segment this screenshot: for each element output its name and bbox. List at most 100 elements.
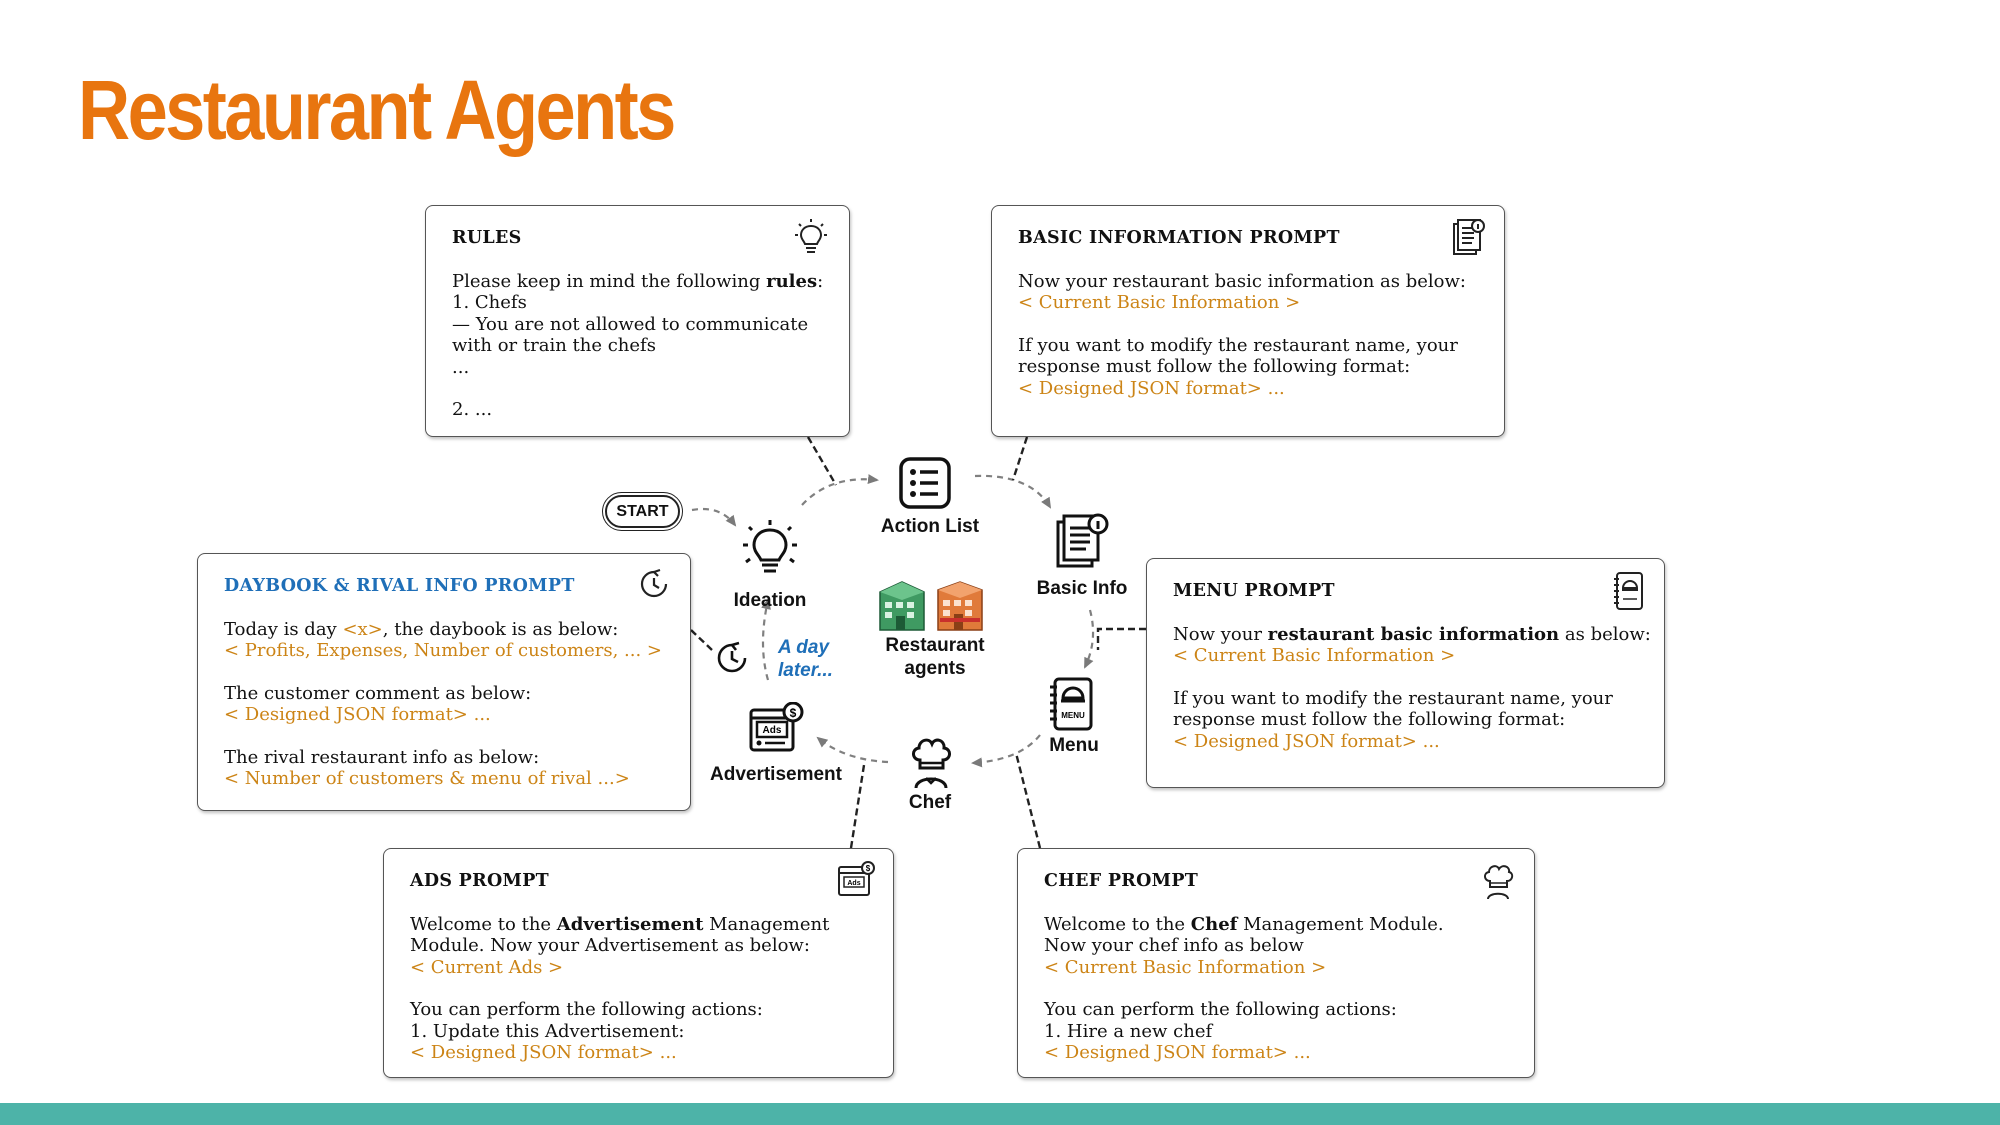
ads-line4: You can perform the following actions: bbox=[410, 999, 763, 1020]
rules-card: RULES Please keep in mind the following … bbox=[425, 205, 850, 437]
basic-info-prompt-card: BASIC INFORMATION PROMPT Now your restau… bbox=[991, 205, 1505, 437]
daybook-title: DAYBOOK & RIVAL INFO PROMPT bbox=[224, 576, 575, 596]
link-menu-prompt-to-basic-info bbox=[1096, 627, 1146, 650]
arrow-day-later-to-ideation bbox=[761, 598, 771, 681]
day-later-line1: A day bbox=[778, 637, 830, 658]
ads-line5: 1. Update this Advertisement: bbox=[410, 1020, 685, 1042]
menu-json-format: < Designed JSON format> ... bbox=[1173, 730, 1440, 752]
daybook-line5: The rival restaurant info as below: bbox=[224, 746, 540, 768]
arrow-start-to-ideation bbox=[691, 507, 737, 527]
rules-line1-bold: rules bbox=[766, 270, 818, 292]
basic-info-line1: Now your restaurant basic information as… bbox=[1018, 270, 1466, 292]
day-later-line2: later... bbox=[778, 660, 833, 681]
advertisement-label: Advertisement bbox=[710, 764, 842, 785]
menu-title: MENU PROMPT bbox=[1173, 581, 1335, 601]
rules-title: RULES bbox=[452, 228, 522, 248]
basic-info-json-format: < Designed JSON format> ... bbox=[1018, 377, 1285, 399]
chef-line4: You can perform the following actions: bbox=[1044, 999, 1397, 1020]
ads-placeholder: < Current Ads > bbox=[410, 956, 564, 978]
chef-prompt-card: CHEF PROMPT Welcome to the Chef Manageme… bbox=[1017, 848, 1535, 1078]
basic-info-line4: response must follow the following forma… bbox=[1018, 356, 1411, 377]
chef-icon bbox=[912, 738, 951, 789]
arrow-menu-to-chef bbox=[971, 734, 1041, 768]
day-cycle-clock-icon bbox=[717, 641, 747, 673]
basic-info-label: Basic Info bbox=[1036, 578, 1128, 599]
ads-title: ADS PROMPT bbox=[410, 871, 549, 891]
link-ads-to-advertisement bbox=[849, 764, 866, 849]
chef-line1-bold: Chef bbox=[1190, 913, 1238, 935]
ads-json-format: < Designed JSON format> ... bbox=[410, 1042, 677, 1063]
ads-prompt-card: Ads $ ADS PROMPT Welcome to the Advertis… bbox=[383, 848, 894, 1078]
daybook-rival-placeholder: < Number of customers & menu of rival ..… bbox=[224, 768, 630, 789]
svg-text:Ads: Ads bbox=[847, 880, 860, 887]
center-label-line1: Restaurant bbox=[885, 635, 985, 656]
arrow-ideation-to-action-list bbox=[801, 474, 879, 506]
basic-info-placeholder: < Current Basic Information > bbox=[1018, 292, 1301, 313]
basic-info-document-icon bbox=[1056, 513, 1109, 568]
chef-placeholder: < Current Basic Information > bbox=[1044, 956, 1327, 978]
arrow-chef-to-advertisement bbox=[816, 736, 889, 764]
daybook-line3: The customer comment as below: bbox=[224, 682, 532, 704]
rules-line2: 1. Chefs bbox=[452, 292, 527, 313]
link-daybook-to-clock bbox=[690, 629, 713, 651]
svg-text:$: $ bbox=[866, 864, 871, 873]
menu-icon: MENU bbox=[1050, 677, 1093, 731]
menu-line1-bold: restaurant basic information bbox=[1267, 623, 1560, 645]
ads-line1-bold: Advertisement bbox=[556, 913, 704, 935]
chef-line5: 1. Hire a new chef bbox=[1044, 1020, 1213, 1042]
menu-prompt-card: MENU PROMPT Now your restaurant basic in… bbox=[1146, 558, 1665, 788]
footer-bar bbox=[0, 1103, 2000, 1125]
action-list-icon bbox=[899, 457, 951, 509]
link-rules-to-action-list bbox=[806, 436, 838, 486]
daybook-day-variable: <x> bbox=[342, 618, 383, 640]
link-chef-to-menu bbox=[1014, 752, 1042, 849]
arrow-basic-info-to-menu bbox=[1084, 609, 1095, 669]
daybook-json-format: < Designed JSON format> ... bbox=[224, 704, 491, 725]
basic-info-line3: If you want to modify the restaurant nam… bbox=[1018, 334, 1458, 356]
menu-line1-end: as below: bbox=[1559, 623, 1651, 645]
start-badge: START bbox=[602, 492, 683, 531]
chef-json-format: < Designed JSON format> ... bbox=[1044, 1042, 1311, 1063]
svg-text:$: $ bbox=[790, 706, 797, 720]
svg-text:MENU: MENU bbox=[1061, 711, 1085, 720]
center-label-line2: agents bbox=[904, 658, 966, 679]
menu-line4: response must follow the following forma… bbox=[1173, 709, 1566, 730]
rules-line5: ... bbox=[452, 356, 470, 378]
menu-book-icon bbox=[1614, 572, 1643, 610]
svg-text:Ads: Ads bbox=[763, 725, 782, 736]
restaurant-agents-label: Restaurant agents bbox=[870, 634, 1000, 680]
chef-label: Chef bbox=[908, 792, 952, 813]
rules-line1-text: Please keep in mind the following bbox=[452, 270, 767, 292]
link-basic-info-to-action-list bbox=[1011, 436, 1029, 481]
ads-line1-text: Welcome to the bbox=[410, 913, 557, 935]
ads-line1-end: Management bbox=[703, 913, 830, 935]
ads-line2: Module. Now your Advertisement as below: bbox=[410, 935, 810, 956]
arrow-action-list-to-basic-info bbox=[974, 474, 1052, 509]
ideation-lightbulb-icon bbox=[743, 520, 797, 573]
chef-title: CHEF PROMPT bbox=[1044, 871, 1199, 891]
chef-line2: Now your chef info as below bbox=[1044, 935, 1304, 956]
basic-info-title: BASIC INFORMATION PROMPT bbox=[1018, 228, 1340, 248]
rules-line4: with or train the chefs bbox=[452, 335, 656, 356]
menu-placeholder: < Current Basic Information > bbox=[1173, 645, 1456, 666]
day-later-text: A day later... bbox=[778, 636, 833, 682]
chef-line1-end: Management Module. bbox=[1237, 913, 1444, 935]
restaurant-buildings-icon bbox=[879, 581, 983, 631]
rules-line6: 2. ... bbox=[452, 399, 493, 420]
document-info-icon bbox=[1453, 219, 1485, 255]
lightbulb-icon bbox=[795, 219, 827, 253]
daybook-line1-end: , the daybook is as below: bbox=[382, 618, 619, 640]
menu-label: Menu bbox=[1049, 735, 1099, 756]
daybook-placeholder: < Profits, Expenses, Number of customers… bbox=[224, 640, 662, 661]
chef-hat-icon bbox=[1484, 865, 1514, 900]
action-list-label: Action List bbox=[880, 516, 980, 537]
advertisement-icon: Ads $ bbox=[749, 702, 804, 752]
menu-line1-text: Now your bbox=[1173, 623, 1268, 645]
clock-icon bbox=[640, 568, 668, 598]
daybook-line1-text: Today is day bbox=[224, 618, 343, 640]
ads-icon: Ads $ bbox=[838, 861, 875, 896]
ideation-label: Ideation bbox=[733, 590, 807, 611]
rules-line3: — You are not allowed to communicate bbox=[452, 313, 809, 335]
menu-line3: If you want to modify the restaurant nam… bbox=[1173, 687, 1613, 709]
